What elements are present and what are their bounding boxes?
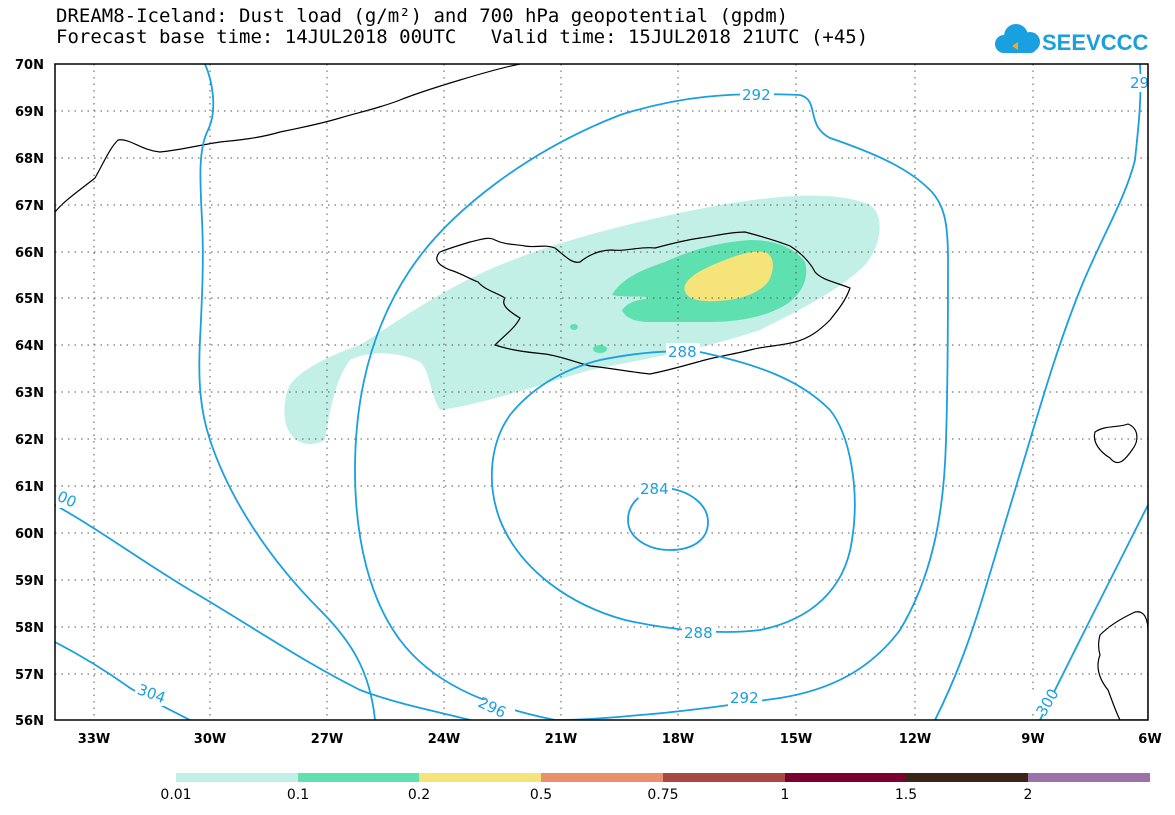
map-frame: [54, 63, 1149, 721]
seevccc-logo: SEEVCCC: [990, 20, 1150, 60]
faroe-coast: [1093, 423, 1138, 464]
colorbar-label: 1.5: [895, 787, 917, 803]
colorbar-swatch: [541, 773, 663, 782]
lon-label: 6W: [1138, 732, 1161, 747]
lat-label: 61N: [15, 480, 44, 495]
contour-284-closed: [627, 487, 709, 551]
scotland-coast: [1097, 611, 1148, 720]
dust-blob-small: [570, 324, 578, 330]
lat-label: 65N: [15, 292, 44, 307]
colorbar-label: 0.2: [408, 787, 430, 803]
graticule: [55, 64, 1148, 720]
valid-time-label: Valid time: 15JUL2018 21UTC (+45): [490, 26, 869, 48]
lat-label: 64N: [15, 339, 44, 354]
iceland-coast: [436, 231, 851, 375]
colorbar-swatch: [663, 773, 785, 782]
lon-label: 12W: [899, 732, 931, 747]
lat-label: 70N: [15, 58, 44, 73]
contour-300: [1039, 504, 1148, 720]
contour-288-closed: [490, 350, 856, 633]
lat-label: 57N: [15, 668, 44, 683]
base-time-label: Forecast base time: 14JUL2018 00UTC: [56, 26, 457, 48]
colorbar-swatch: [176, 773, 298, 782]
lon-label: 15W: [780, 732, 812, 747]
lat-label: 69N: [15, 105, 44, 120]
contour-label: 288: [684, 624, 713, 642]
dust-field: [284, 195, 880, 444]
colorbar-label: 0.5: [530, 787, 552, 803]
dust-blob-west: [593, 345, 607, 353]
colorbar: 0.01 0.1 0.2 0.5 0.75 1 1.5 2: [160, 773, 1150, 803]
lat-label: 66N: [15, 246, 44, 261]
lat-label: 56N: [15, 714, 44, 729]
lon-label: 18W: [662, 732, 694, 747]
coastlines: [55, 64, 1148, 720]
lat-label: 68N: [15, 152, 44, 167]
colorbar-label: 0.1: [287, 787, 309, 803]
time-line: Forecast base time: 14JUL2018 00UTC Vali…: [56, 27, 956, 48]
colorbar-swatch: [785, 773, 906, 782]
lon-label: 33W: [78, 732, 110, 747]
lat-label: 63N: [15, 386, 44, 401]
colorbar-swatch: [298, 773, 419, 782]
contour-label: 288: [668, 343, 697, 361]
lon-label: 27W: [311, 732, 343, 747]
lon-label: 21W: [545, 732, 577, 747]
colorbar-swatch: [906, 773, 1028, 782]
lat-label: 59N: [15, 574, 44, 589]
colorbar-swatch: [419, 773, 541, 782]
contour-292-closed: [354, 93, 949, 720]
longitude-labels: 33W 30W 27W 24W 21W 18W 15W 12W 9W 6W: [78, 732, 1162, 747]
contour-296: [55, 504, 471, 720]
lat-label: 67N: [15, 199, 44, 214]
contour-labels: 292 29 288 284 288 292 296 304 300 00: [54, 74, 1149, 722]
colorbar-label: 1: [781, 787, 790, 803]
lon-label: 9W: [1021, 732, 1044, 747]
contour-outer-west: [198, 64, 376, 720]
contour-label: 292: [730, 689, 759, 707]
cloud-icon: [995, 24, 1040, 53]
logo-text: SEEVCCC: [1042, 30, 1148, 55]
dust-level-001: [284, 195, 880, 444]
chart-title: DREAM8-Iceland: Dust load (g/m²) and 700…: [56, 5, 789, 27]
colorbar-label: 0.01: [160, 787, 191, 803]
geopotential-contours: [55, 64, 1148, 720]
lon-label: 24W: [428, 732, 460, 747]
latitude-labels: 70N 69N 68N 67N 66N 65N 64N 63N 62N 61N …: [15, 58, 44, 729]
contour-label: 284: [640, 480, 669, 498]
lat-label: 60N: [15, 527, 44, 542]
lat-label: 62N: [15, 433, 44, 448]
colorbar-label: 0.75: [647, 787, 678, 803]
contour-304: [55, 641, 191, 720]
chart-header: DREAM8-Iceland: Dust load (g/m²) and 700…: [56, 6, 956, 48]
contour-label: 29: [1130, 74, 1149, 92]
greenland-coast: [55, 64, 521, 213]
colorbar-swatch: [1028, 773, 1150, 782]
lat-label: 58N: [15, 621, 44, 636]
colorbar-label: 2: [1024, 787, 1033, 803]
dust-level-02: [684, 251, 773, 302]
contour-label: 292: [742, 86, 771, 104]
lon-label: 30W: [194, 732, 226, 747]
contour-east: [934, 64, 1142, 720]
